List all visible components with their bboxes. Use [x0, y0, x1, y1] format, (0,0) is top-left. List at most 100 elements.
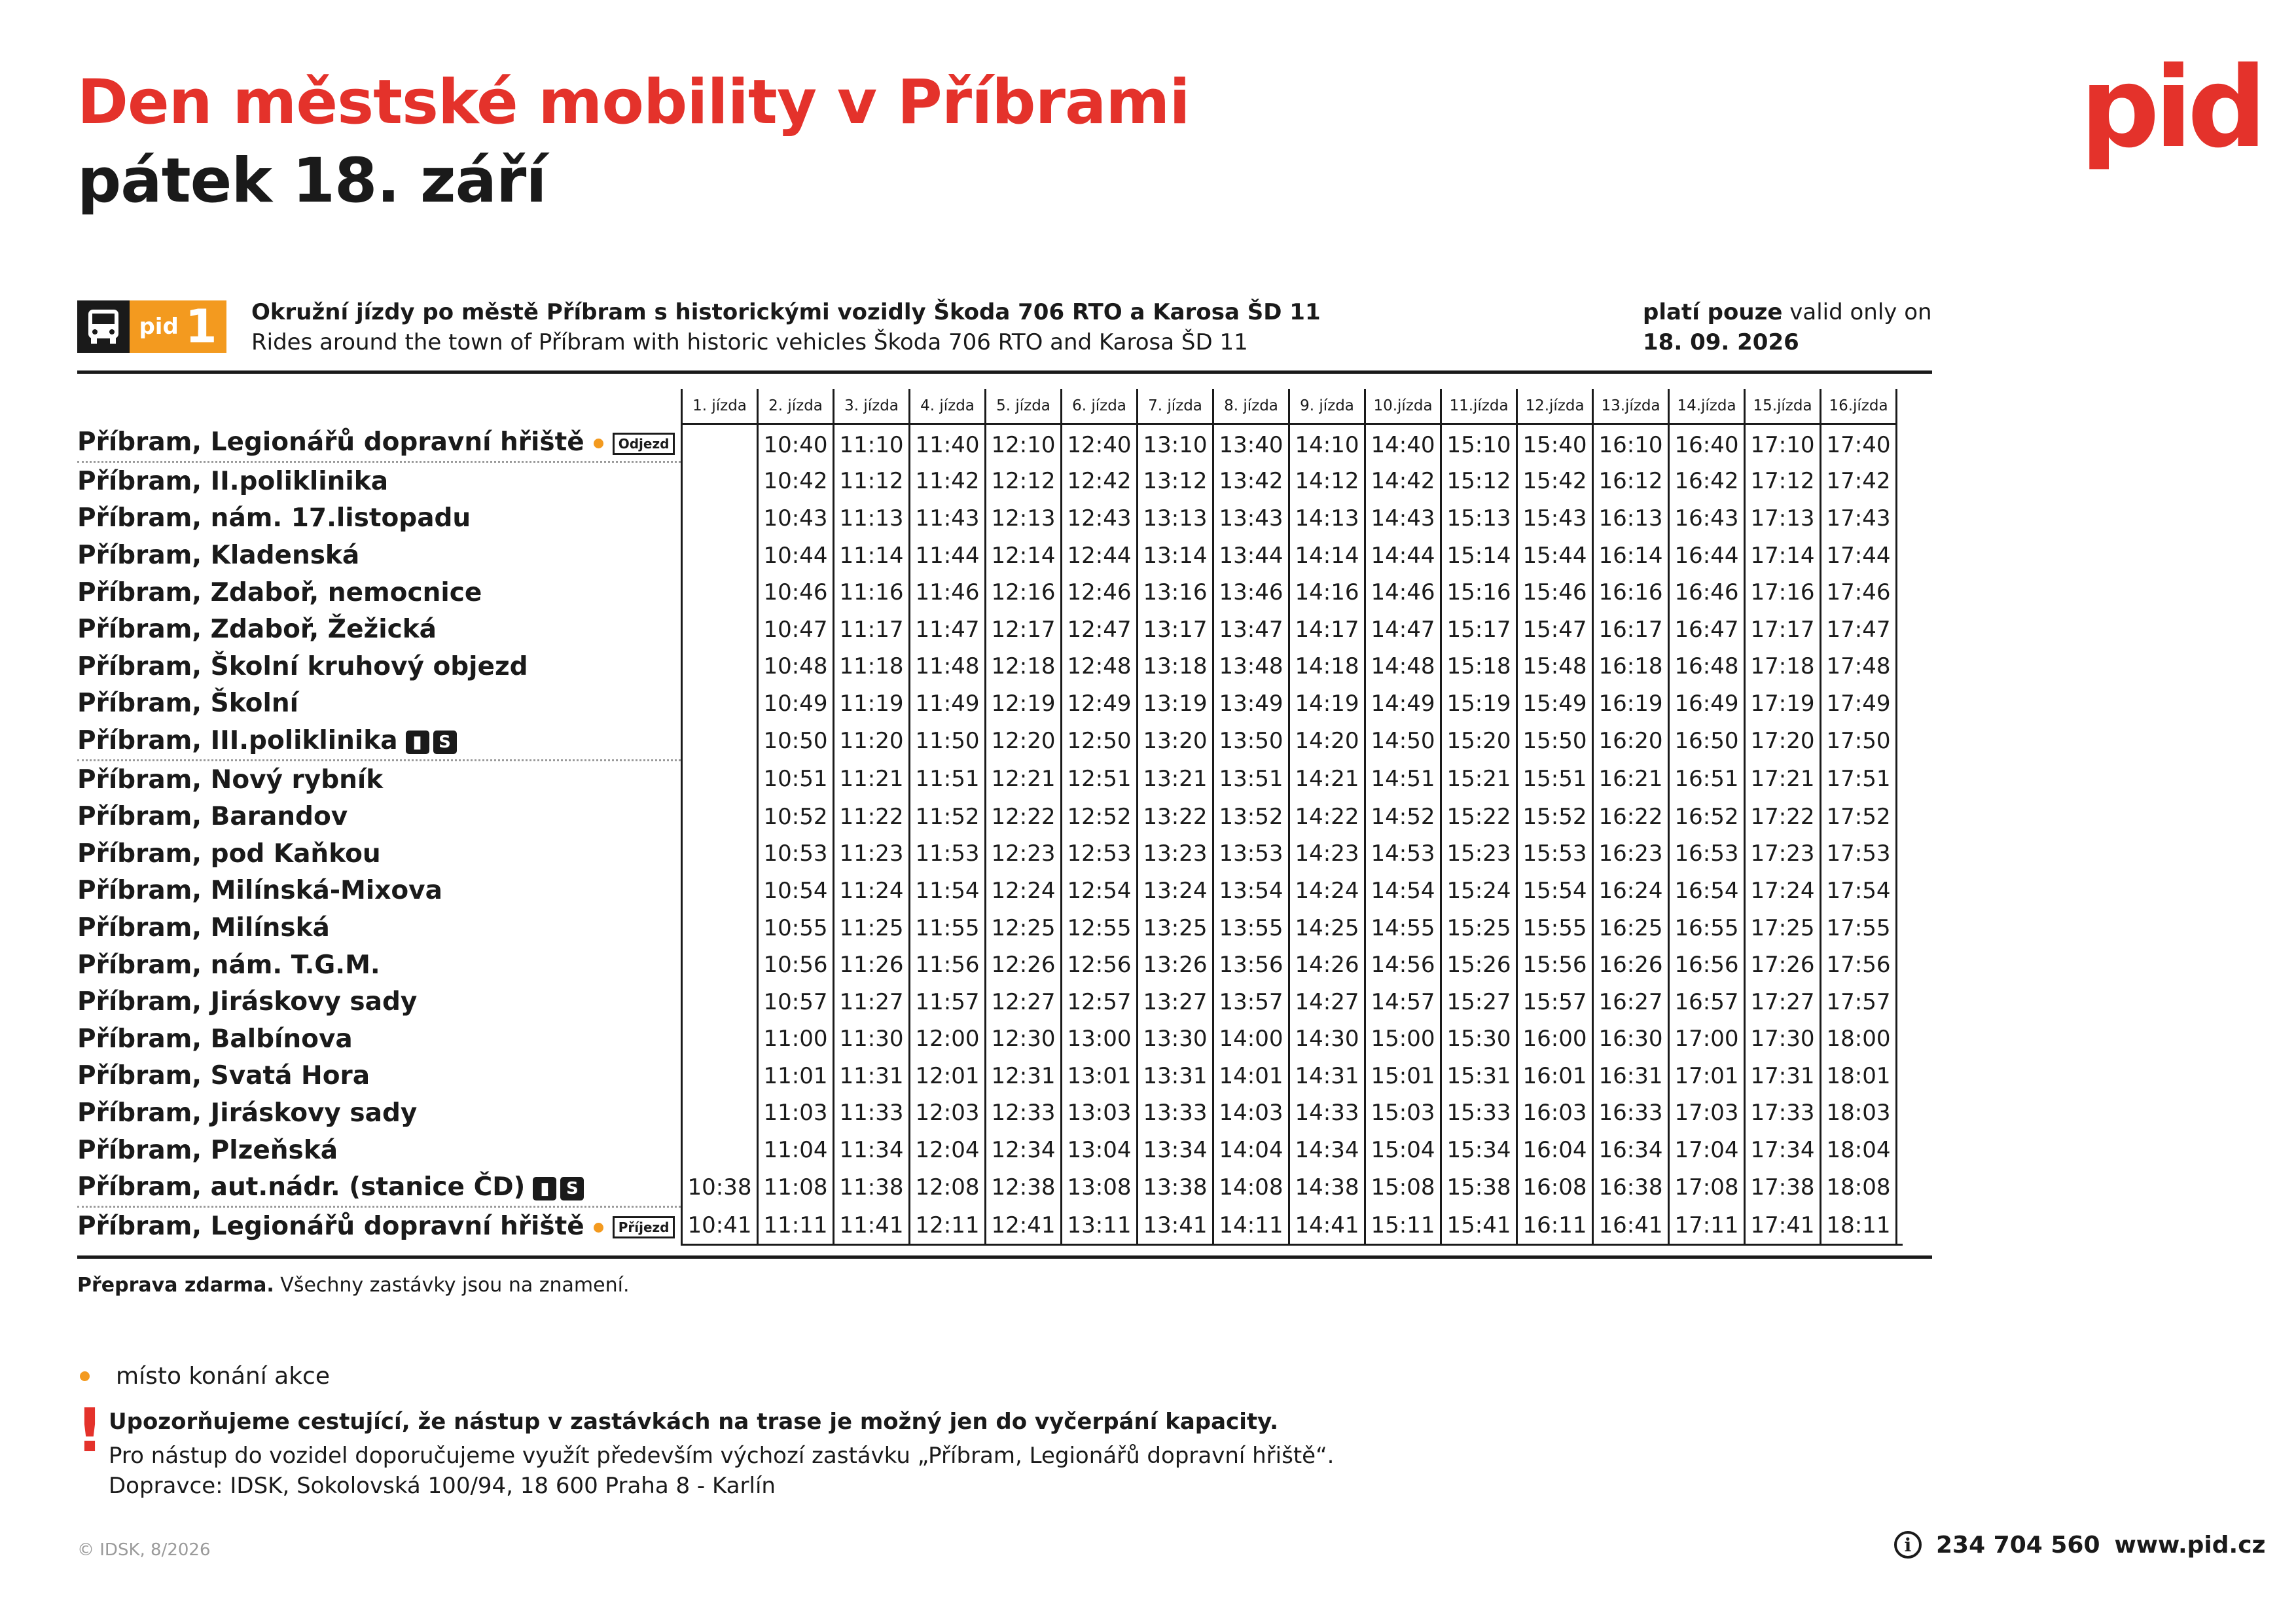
time-cell: 15:41: [1440, 1206, 1517, 1246]
stop-cell: Příbram, Školní: [77, 685, 682, 723]
time-cell: 11:49: [908, 685, 986, 723]
table-end-border: [1895, 798, 1903, 836]
time-cell: 12:41: [984, 1206, 1062, 1246]
time-cell: 13:50: [1212, 722, 1289, 761]
time-cell: 12:11: [908, 1206, 986, 1246]
time-cell: [681, 983, 758, 1020]
time-cell: 13:19: [1136, 685, 1213, 723]
stop-cell: Příbram, Legionářů dopravní hřiště Odjezd: [77, 424, 682, 463]
time-cell: 13:34: [1136, 1131, 1213, 1169]
table-end-border: [1895, 424, 1903, 462]
time-cell: 15:18: [1440, 648, 1517, 685]
stop-name: Příbram, nám. T.G.M.: [77, 950, 380, 980]
time-cell: 12:03: [908, 1094, 986, 1132]
time-cell: 12:42: [1060, 461, 1138, 500]
time-cell: 14:19: [1288, 685, 1365, 723]
time-cell: 13:55: [1212, 909, 1289, 947]
time-cell: [681, 461, 758, 500]
free-transport-bold: Přeprava zdarma.: [77, 1274, 274, 1297]
time-cell: 14:48: [1364, 648, 1441, 685]
page-title: Den městské mobility v Příbrami: [77, 67, 1191, 138]
time-cell: 15:01: [1364, 1057, 1441, 1095]
time-cell: 15:27: [1440, 983, 1517, 1020]
time-cell: 15:33: [1440, 1094, 1517, 1132]
time-cell: 10:48: [757, 648, 834, 685]
time-cell: 17:27: [1744, 983, 1821, 1020]
time-cell: 18:01: [1820, 1057, 1897, 1095]
time-cell: 12:00: [908, 1020, 986, 1058]
website-link[interactable]: www.pid.cz: [2114, 1531, 2266, 1559]
time-cell: 11:38: [833, 1168, 910, 1207]
stop-name: Příbram, Milínská: [77, 913, 330, 943]
time-cell: 17:41: [1744, 1206, 1821, 1246]
validity: platí pouze valid only on 18. 09. 2026: [1643, 297, 1932, 357]
time-cell: 16:30: [1592, 1020, 1669, 1058]
time-cell: 13:23: [1136, 835, 1213, 873]
time-cell: 17:50: [1820, 722, 1897, 761]
time-cell: 14:42: [1364, 461, 1441, 500]
time-cell: 10:50: [757, 722, 834, 761]
time-cell: 16:14: [1592, 537, 1669, 574]
table-end-border: [1895, 1094, 1903, 1132]
stop-cell: Příbram, Plzeňská: [77, 1132, 682, 1169]
line-number: 1: [185, 300, 217, 353]
time-cell: 16:17: [1592, 611, 1669, 649]
trip-header: 16.jízda: [1820, 389, 1897, 425]
table-row: Příbram, Kladenská 10:44 11:14 11:44 12:14 12…: [77, 537, 1903, 574]
line-badge-prefix: pid: [139, 314, 179, 340]
train-icon: ▮: [405, 730, 429, 754]
time-cell: 12:04: [908, 1131, 986, 1169]
time-cell: 12:30: [984, 1020, 1062, 1058]
time-cell: 12:55: [1060, 909, 1138, 947]
time-cell: 13:53: [1212, 835, 1289, 873]
time-cell: [681, 1057, 758, 1095]
time-cell: [681, 1131, 758, 1169]
time-cell: 15:55: [1516, 909, 1593, 947]
table-end-border: [1895, 648, 1903, 685]
time-cell: 15:48: [1516, 648, 1593, 685]
time-cell: 12:50: [1060, 722, 1138, 761]
time-cell: 13:01: [1060, 1057, 1138, 1095]
time-cell: 17:56: [1820, 946, 1897, 984]
time-cell: 11:31: [833, 1057, 910, 1095]
time-cell: 10:52: [757, 798, 834, 836]
time-cell: 16:00: [1516, 1020, 1593, 1058]
time-cell: 14:40: [1364, 424, 1441, 462]
time-cell: 11:33: [833, 1094, 910, 1132]
time-cell: 12:49: [1060, 685, 1138, 723]
bottom-rule: [77, 1255, 1932, 1259]
time-cell: 16:55: [1668, 909, 1745, 947]
event-dot-icon: [593, 439, 603, 449]
time-cell: 16:56: [1668, 946, 1745, 984]
time-cell: 10:46: [757, 573, 834, 611]
time-cell: 15:24: [1440, 872, 1517, 910]
stop-cell: Příbram, Zdaboř, nemocnice: [77, 574, 682, 611]
stop-cell: Příbram, aut.nádr. (stanice ČD) ▮ S: [77, 1168, 682, 1208]
time-cell: 11:17: [833, 611, 910, 649]
time-cell: 14:22: [1288, 798, 1365, 836]
time-cell: 10:53: [757, 835, 834, 873]
table-end-border: [1895, 722, 1903, 761]
time-cell: [681, 685, 758, 723]
time-cell: 11:34: [833, 1131, 910, 1169]
stop-name: Příbram, Nový rybník: [77, 765, 384, 795]
time-cell: 16:57: [1668, 983, 1745, 1020]
stop-cell: Příbram, nám. 17.listopadu: [77, 500, 682, 537]
table-row: Příbram, II.poliklinika 10:42 11:12 11:42 12…: [77, 461, 1903, 500]
time-cell: 12:17: [984, 611, 1062, 649]
time-cell: 11:25: [833, 909, 910, 947]
time-cell: 15:03: [1364, 1094, 1441, 1132]
contact: i 234 704 560 www.pid.cz: [1894, 1531, 2266, 1559]
time-cell: [681, 537, 758, 574]
time-cell: 16:11: [1516, 1206, 1593, 1246]
time-cell: 10:40: [757, 424, 834, 462]
trip-header: 7. jízda: [1136, 389, 1213, 425]
time-cell: 16:03: [1516, 1094, 1593, 1132]
time-cell: 16:46: [1668, 573, 1745, 611]
time-cell: 11:30: [833, 1020, 910, 1058]
time-cell: 15:12: [1440, 461, 1517, 500]
trip-header: 15.jízda: [1744, 389, 1821, 425]
copyright: © IDSK, 8/2026: [77, 1540, 211, 1560]
time-cell: 17:55: [1820, 909, 1897, 947]
event-dot-icon: [593, 1222, 603, 1233]
